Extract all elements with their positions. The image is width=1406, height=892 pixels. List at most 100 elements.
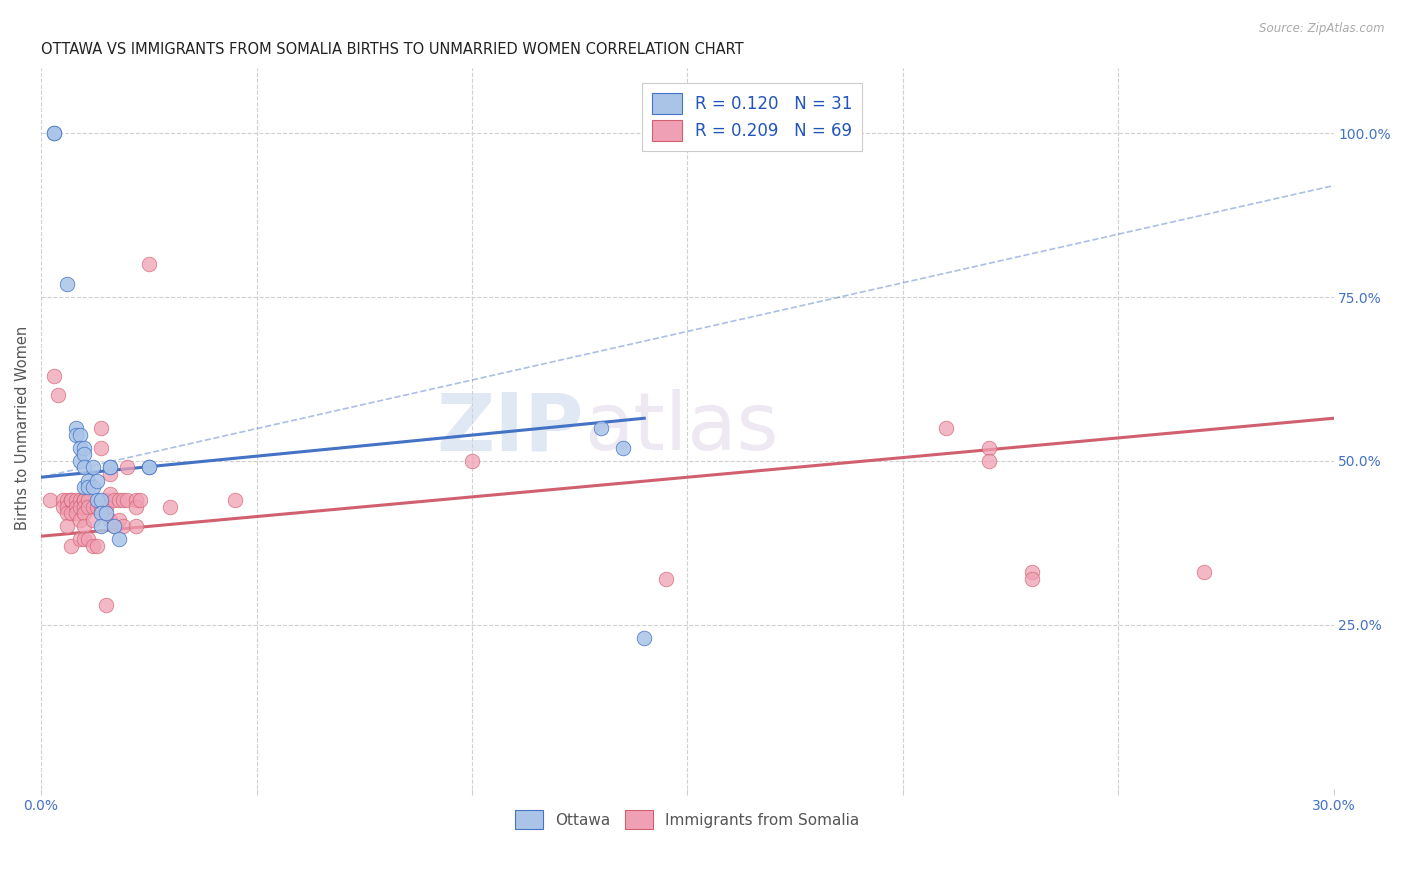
Point bbox=[42, 126, 65, 140]
Point bbox=[129, 493, 152, 508]
Point bbox=[461, 454, 484, 468]
Point bbox=[52, 493, 75, 508]
Point bbox=[56, 506, 79, 520]
Point bbox=[65, 493, 87, 508]
Point bbox=[90, 441, 112, 455]
Text: Source: ZipAtlas.com: Source: ZipAtlas.com bbox=[1260, 22, 1385, 36]
Point bbox=[90, 493, 112, 508]
Point bbox=[60, 539, 83, 553]
Point bbox=[86, 539, 108, 553]
Point bbox=[138, 257, 160, 271]
Point bbox=[73, 493, 96, 508]
Text: atlas: atlas bbox=[583, 389, 779, 467]
Text: OTTAWA VS IMMIGRANTS FROM SOMALIA BIRTHS TO UNMARRIED WOMEN CORRELATION CHART: OTTAWA VS IMMIGRANTS FROM SOMALIA BIRTHS… bbox=[41, 42, 744, 57]
Point bbox=[94, 506, 117, 520]
Point bbox=[60, 493, 83, 508]
Point bbox=[98, 460, 121, 475]
Point bbox=[69, 427, 91, 442]
Point bbox=[86, 474, 108, 488]
Point bbox=[73, 447, 96, 461]
Point bbox=[73, 533, 96, 547]
Point bbox=[60, 493, 83, 508]
Point bbox=[125, 493, 148, 508]
Point bbox=[977, 454, 1000, 468]
Point bbox=[111, 493, 134, 508]
Point bbox=[90, 506, 112, 520]
Point bbox=[69, 533, 91, 547]
Point bbox=[117, 493, 139, 508]
Point bbox=[46, 388, 69, 402]
Point bbox=[591, 421, 613, 435]
Point bbox=[224, 493, 246, 508]
Point bbox=[655, 572, 678, 586]
Point bbox=[77, 493, 100, 508]
Point bbox=[90, 500, 112, 514]
Point bbox=[69, 454, 91, 468]
Legend: Ottawa, Immigrants from Somalia: Ottawa, Immigrants from Somalia bbox=[509, 804, 866, 835]
Point bbox=[56, 500, 79, 514]
Point bbox=[73, 493, 96, 508]
Point bbox=[77, 500, 100, 514]
Point bbox=[69, 493, 91, 508]
Point bbox=[103, 519, 125, 533]
Text: ZIP: ZIP bbox=[437, 389, 583, 467]
Point bbox=[138, 460, 160, 475]
Point bbox=[90, 519, 112, 533]
Point bbox=[69, 441, 91, 455]
Point bbox=[73, 441, 96, 455]
Point bbox=[69, 513, 91, 527]
Point bbox=[56, 277, 79, 291]
Point bbox=[98, 513, 121, 527]
Point bbox=[77, 533, 100, 547]
Point bbox=[77, 474, 100, 488]
Point bbox=[977, 441, 1000, 455]
Point bbox=[107, 493, 129, 508]
Point bbox=[73, 500, 96, 514]
Point bbox=[69, 500, 91, 514]
Point bbox=[77, 480, 100, 494]
Point bbox=[1021, 572, 1043, 586]
Point bbox=[117, 460, 139, 475]
Point bbox=[103, 493, 125, 508]
Point bbox=[52, 500, 75, 514]
Point bbox=[38, 493, 60, 508]
Point bbox=[111, 519, 134, 533]
Point bbox=[107, 533, 129, 547]
Point bbox=[60, 506, 83, 520]
Point bbox=[138, 460, 160, 475]
Point bbox=[90, 421, 112, 435]
Point bbox=[125, 500, 148, 514]
Point bbox=[82, 539, 104, 553]
Point bbox=[98, 486, 121, 500]
Point bbox=[125, 519, 148, 533]
Point bbox=[98, 467, 121, 481]
Point bbox=[86, 500, 108, 514]
Point bbox=[94, 500, 117, 514]
Point bbox=[159, 500, 181, 514]
Point bbox=[82, 500, 104, 514]
Point bbox=[42, 126, 65, 140]
Point bbox=[65, 506, 87, 520]
Point bbox=[73, 460, 96, 475]
Point bbox=[935, 421, 957, 435]
Point bbox=[82, 460, 104, 475]
Point bbox=[98, 460, 121, 475]
Point bbox=[612, 441, 634, 455]
Y-axis label: Births to Unmarried Women: Births to Unmarried Women bbox=[15, 326, 30, 530]
Point bbox=[56, 493, 79, 508]
Point bbox=[65, 500, 87, 514]
Point bbox=[65, 421, 87, 435]
Point bbox=[73, 506, 96, 520]
Point bbox=[73, 480, 96, 494]
Point bbox=[42, 368, 65, 383]
Point bbox=[82, 513, 104, 527]
Point bbox=[1021, 566, 1043, 580]
Point bbox=[107, 513, 129, 527]
Point bbox=[73, 519, 96, 533]
Point bbox=[633, 631, 655, 645]
Point bbox=[73, 493, 96, 508]
Point bbox=[94, 598, 117, 612]
Point bbox=[65, 427, 87, 442]
Point bbox=[94, 493, 117, 508]
Point bbox=[56, 519, 79, 533]
